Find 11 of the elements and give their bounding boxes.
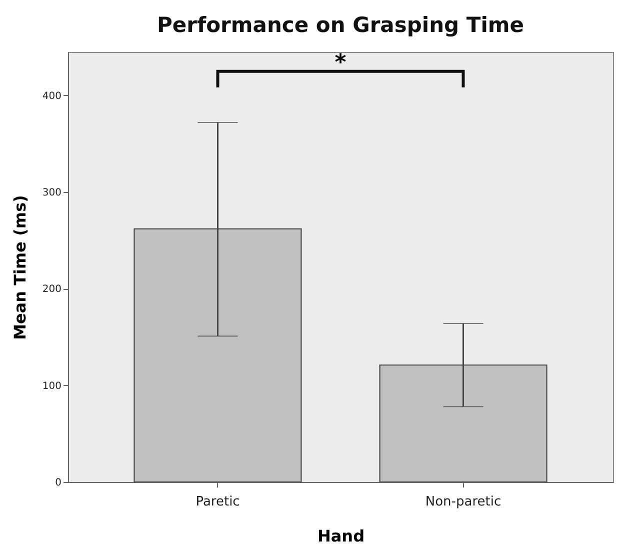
y-tick-label: 200 [42,284,62,296]
y-tick-label: 0 [55,478,62,488]
y-tick-label: 100 [42,380,62,392]
annotation: * [334,50,347,76]
y-axis-title: Mean Time (ms) [10,195,30,340]
chart-title: Performance on Grasping Time [156,13,524,37]
x-axis-title: Hand [317,526,365,546]
y-tick-label: 400 [42,90,62,102]
x-tick-label: Paretic [196,494,240,510]
y-tick-label: 300 [42,188,62,199]
x-tick-label: Non-paretic [425,494,502,510]
